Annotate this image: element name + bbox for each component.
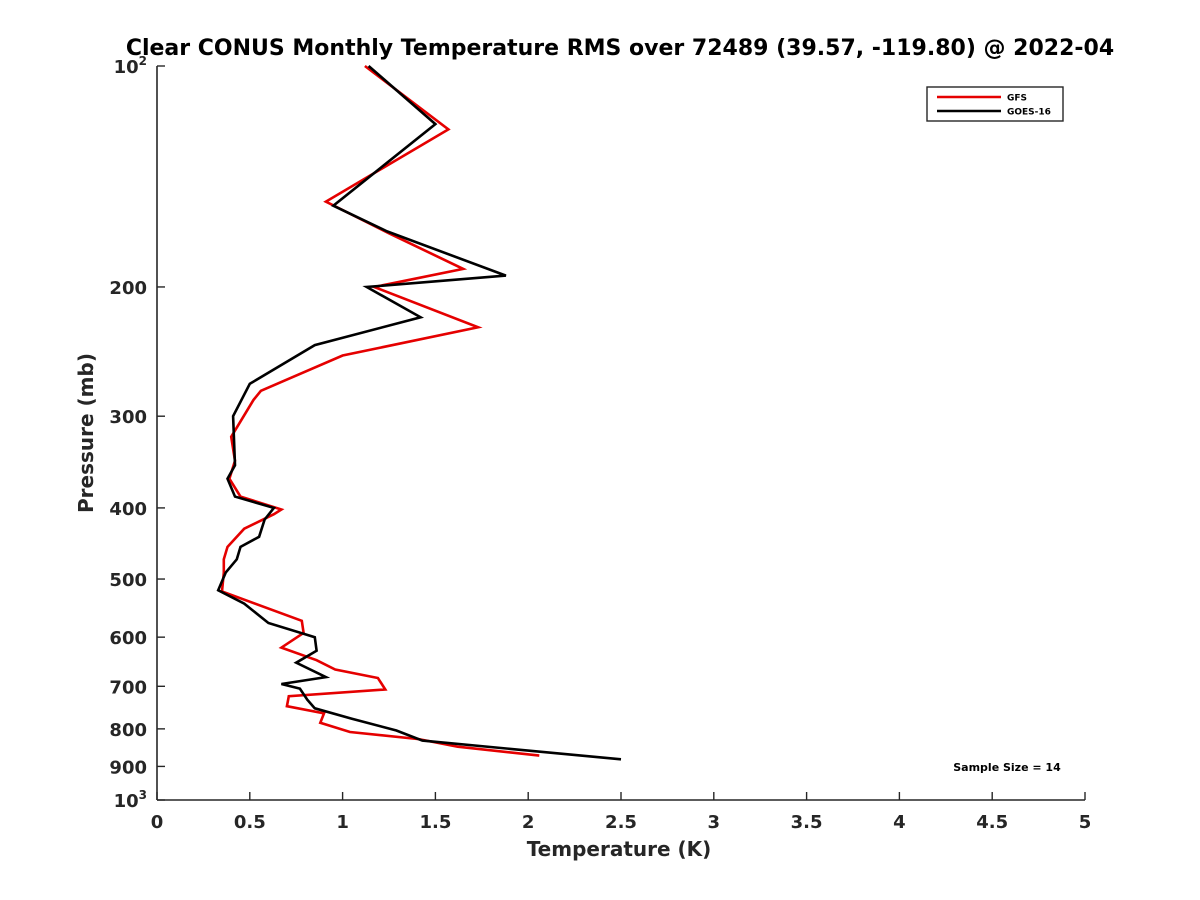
x-axis-ticks: 0 0.5 1 1.5 2 2.5 3 3.5 4 4.5 5 bbox=[151, 792, 1092, 833]
x-tick-label: 0.5 bbox=[234, 812, 266, 833]
y-tick-label: 900 bbox=[109, 757, 147, 778]
y-tick-label: 102 bbox=[114, 54, 147, 78]
x-tick-label: 2 bbox=[522, 812, 535, 833]
x-tick-label: 4 bbox=[893, 812, 906, 833]
axes bbox=[156, 66, 1085, 801]
x-tick-label: 1 bbox=[336, 812, 349, 833]
y-tick-label: 103 bbox=[114, 788, 147, 812]
y-tick-label: 700 bbox=[109, 677, 147, 698]
y-tick-label: 800 bbox=[109, 720, 147, 741]
sample-size-annotation: Sample Size = 14 bbox=[953, 761, 1061, 774]
y-tick-label: 500 bbox=[109, 570, 147, 591]
series-line-gfs bbox=[220, 64, 540, 757]
y-tick-label: 400 bbox=[109, 499, 147, 520]
y-axis-label: Pressure (mb) bbox=[74, 353, 98, 513]
y-tick-label: 600 bbox=[109, 628, 147, 649]
x-tick-label: 2.5 bbox=[605, 812, 637, 833]
y-tick-label: 300 bbox=[109, 407, 147, 428]
y-axis-ticks: 102 200 300 400 500 600 700 800 900 103 bbox=[109, 54, 165, 812]
x-tick-label: 3 bbox=[708, 812, 721, 833]
x-tick-label: 4.5 bbox=[976, 812, 1008, 833]
series-line-goes-16 bbox=[216, 65, 622, 761]
legend-box bbox=[926, 86, 1064, 122]
legend-label: GOES-16 bbox=[1007, 108, 1051, 118]
x-tick-label: 5 bbox=[1079, 812, 1092, 833]
x-tick-label: 1.5 bbox=[419, 812, 451, 833]
x-axis-label: Temperature (K) bbox=[527, 837, 712, 861]
x-tick-label: 3.5 bbox=[791, 812, 823, 833]
series-layer bbox=[216, 64, 622, 761]
legend-label: GFS bbox=[1007, 94, 1027, 104]
legend: GFS GOES-16 bbox=[926, 86, 1064, 122]
y-tick-label: 200 bbox=[109, 278, 147, 299]
x-tick-label: 0 bbox=[151, 812, 164, 833]
chart-title: Clear CONUS Monthly Temperature RMS over… bbox=[126, 36, 1114, 61]
